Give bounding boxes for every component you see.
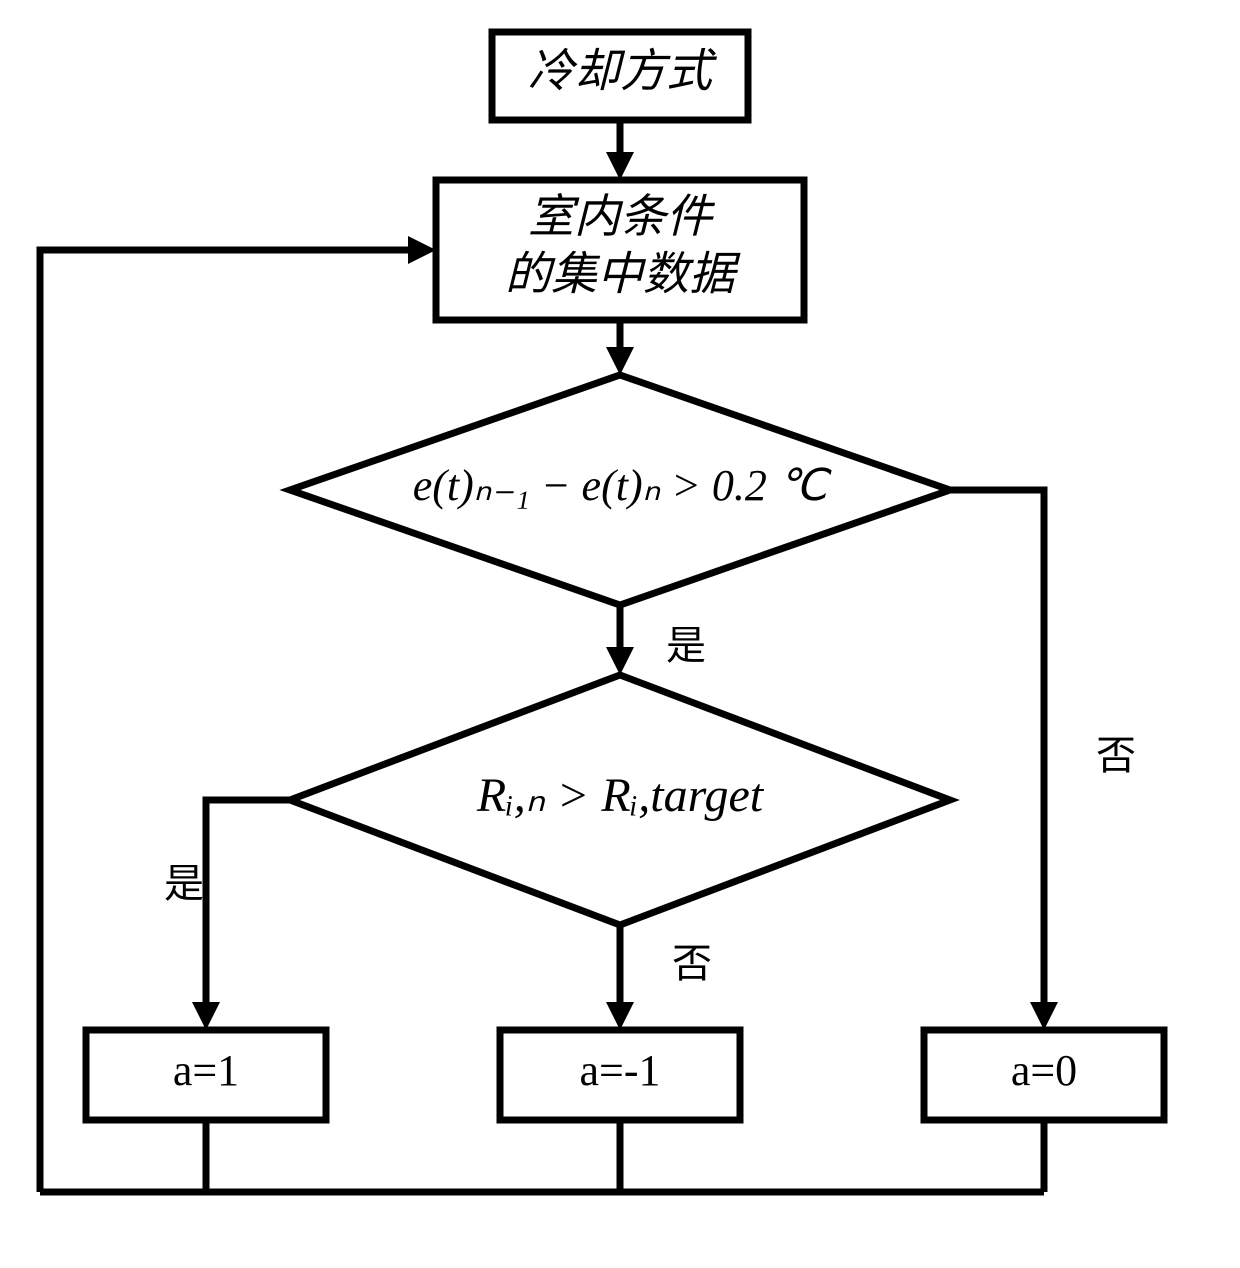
- node-start-label: 冷却方式: [528, 46, 718, 97]
- e_dec1_right_no-label: 否: [1096, 733, 1136, 778]
- flowchart-canvas: 是否是否冷却方式室内条件的集中数据e(t)ₙ₋₁ − e(t)ₙ > 0.2 ℃…: [0, 0, 1240, 1268]
- e_dec2_left_yes-label: 是: [164, 861, 204, 906]
- node-aneg-label: a=-1: [580, 1046, 661, 1095]
- e_dec2_down_no-label: 否: [672, 941, 712, 986]
- node-dec2-label: Rᵢ,ₙ > Rᵢ,target: [476, 769, 765, 822]
- e_dec2_left_yes: [206, 800, 290, 1004]
- node-collect-label-1: 的集中数据: [505, 248, 741, 299]
- node-a0-label: a=0: [1011, 1046, 1077, 1095]
- e_dec1_right_no: [950, 490, 1044, 1004]
- node-dec1-label: e(t)ₙ₋₁ − e(t)ₙ > 0.2 ℃: [413, 461, 832, 510]
- e_dec1_dec2_yes-label: 是: [666, 623, 706, 668]
- node-a1-label: a=1: [173, 1046, 239, 1095]
- node-collect-label-0: 室内条件: [528, 191, 716, 242]
